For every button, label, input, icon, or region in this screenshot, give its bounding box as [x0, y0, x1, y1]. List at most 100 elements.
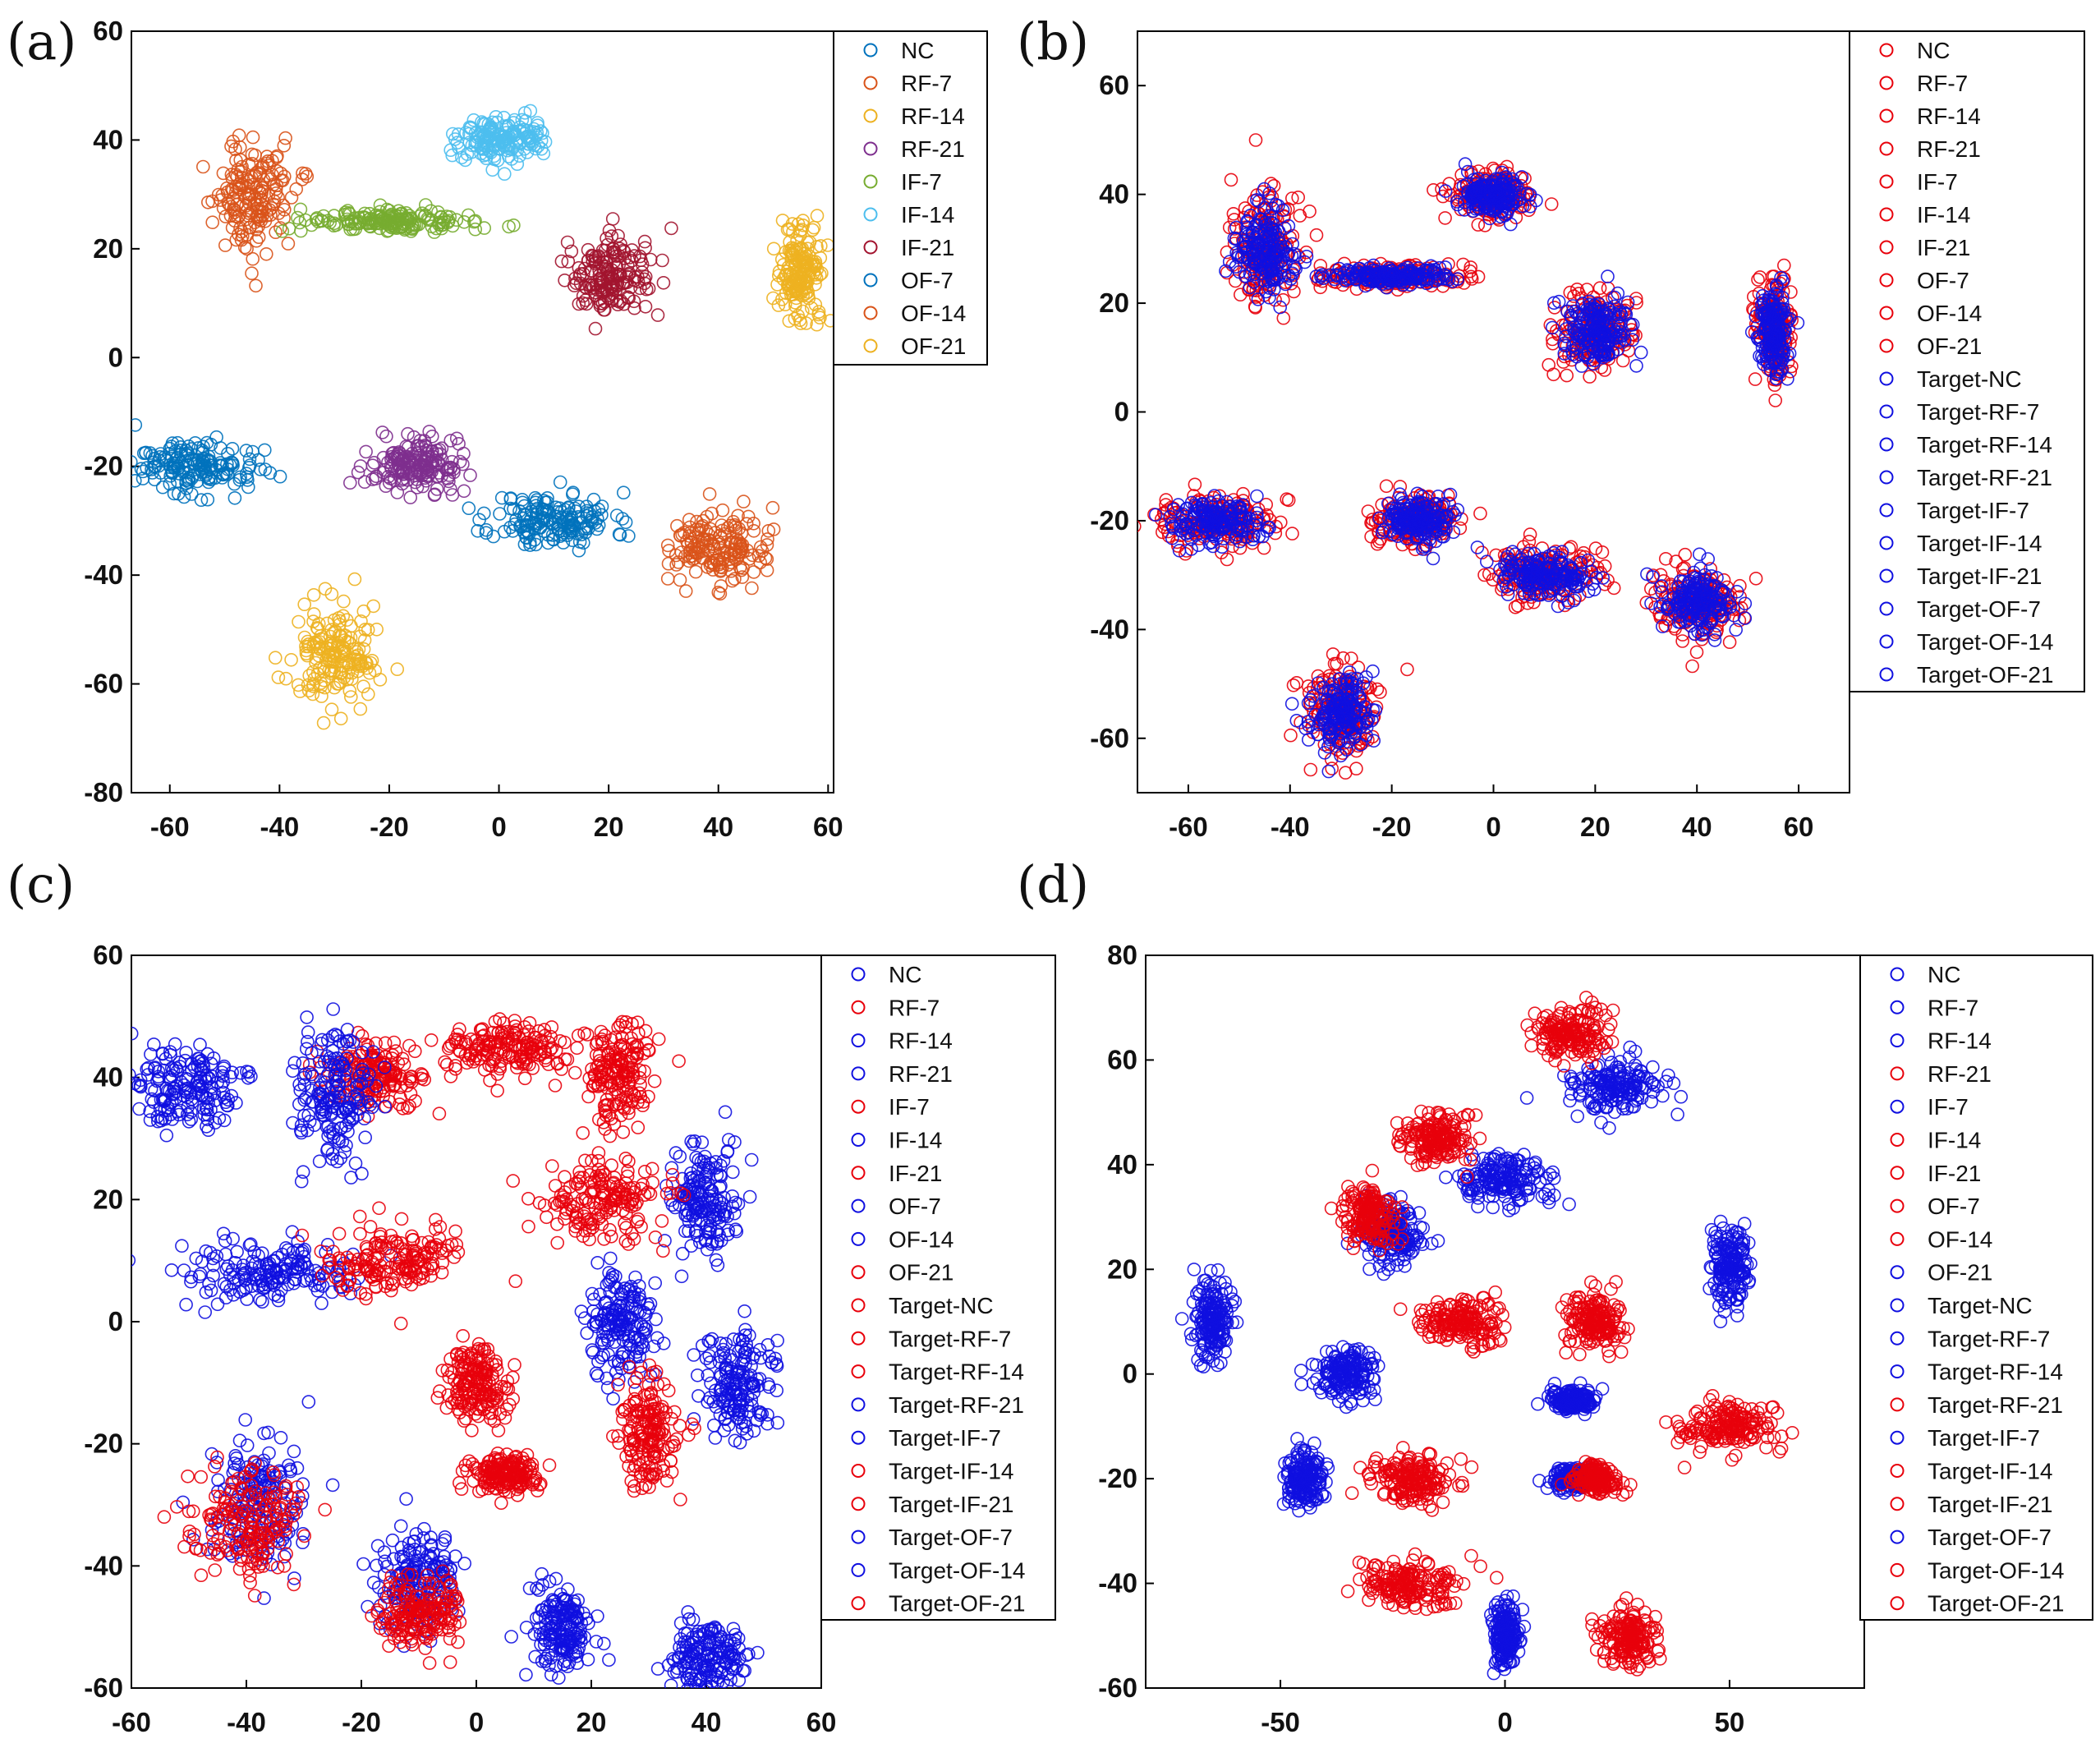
data-point [334, 645, 348, 660]
data-point [1512, 558, 1526, 573]
data-point [1629, 359, 1643, 373]
data-point [1486, 573, 1500, 587]
data-point [273, 469, 287, 484]
plot-area [1137, 30, 1850, 794]
data-point [1625, 333, 1639, 347]
data-point [1477, 568, 1491, 582]
data-point [1592, 281, 1607, 296]
data-point [788, 299, 802, 313]
data-point [1257, 182, 1271, 196]
data-point [1284, 728, 1298, 743]
data-point [1538, 575, 1553, 589]
data-point [609, 293, 624, 308]
data-point [761, 523, 776, 538]
data-point [1349, 273, 1363, 287]
data-point [1707, 627, 1722, 642]
data-point [1566, 347, 1580, 361]
data-point [242, 187, 257, 202]
data-point [378, 462, 393, 477]
data-point [1344, 684, 1358, 699]
data-point [299, 643, 314, 658]
data-point [1468, 182, 1482, 196]
data-point [637, 276, 652, 291]
data-point [760, 563, 774, 577]
data-point [785, 217, 800, 231]
y-tick-label: -20 [84, 451, 123, 481]
data-point [490, 154, 505, 168]
data-point [1330, 735, 1345, 750]
data-point [1606, 581, 1621, 596]
data-point [374, 209, 388, 223]
data-point [1406, 507, 1421, 522]
data-point [476, 506, 491, 521]
x-tick-label: -60 [1169, 812, 1208, 842]
data-point [1184, 531, 1198, 546]
data-point [175, 456, 189, 470]
data-point [1656, 619, 1670, 633]
x-tick-label: 0 [1486, 812, 1500, 842]
data-point [246, 130, 260, 145]
data-point [1171, 498, 1185, 512]
data-point [1588, 541, 1603, 555]
data-point [1572, 287, 1586, 301]
data-point [368, 216, 383, 231]
data-point [512, 504, 526, 518]
data-point [1588, 331, 1602, 346]
data-point [478, 128, 493, 143]
y-tick-label: 40 [93, 124, 123, 154]
data-point [216, 166, 231, 181]
series-target-rf-14 [1284, 664, 1382, 779]
data-point [1508, 600, 1523, 614]
data-point [1251, 292, 1266, 306]
data-point [366, 599, 381, 614]
data-point [136, 446, 151, 461]
data-point [315, 689, 329, 703]
data-point [561, 255, 576, 269]
data-point [458, 153, 472, 168]
data-point [682, 513, 696, 527]
data-point [1542, 357, 1555, 372]
data-point [1262, 186, 1276, 200]
data-point [664, 221, 678, 236]
data-point [1148, 508, 1163, 522]
data-point [316, 715, 331, 730]
data-point [1450, 197, 1465, 212]
data-point [1372, 534, 1386, 549]
data-point [1302, 686, 1317, 700]
data-point [1220, 245, 1234, 260]
data-point [1376, 523, 1391, 537]
data-point [1382, 267, 1396, 282]
data-point [517, 537, 532, 551]
data-point [463, 468, 477, 482]
data-point [538, 135, 553, 149]
data-point [638, 299, 653, 314]
data-point [1252, 529, 1266, 544]
data-point [625, 243, 639, 257]
data-point [1229, 499, 1244, 513]
data-point [1322, 732, 1337, 747]
data-point [1730, 584, 1744, 599]
data-point [595, 499, 609, 513]
data-point [315, 214, 329, 228]
data-point [1443, 487, 1458, 502]
data-point [454, 150, 469, 165]
data-point [1223, 499, 1238, 514]
x-tick-label: 0 [491, 812, 506, 842]
panel-label-d: (d) [1017, 854, 1089, 914]
data-point [517, 106, 532, 120]
data-point [1640, 567, 1654, 582]
data-point [1546, 545, 1560, 560]
data-point [163, 476, 177, 491]
data-point [529, 537, 543, 552]
data-point [745, 581, 759, 596]
data-point [258, 462, 273, 476]
data-point [331, 635, 346, 650]
data-point [333, 711, 348, 726]
data-point [1240, 221, 1254, 235]
data-point [1722, 635, 1737, 650]
data-point [661, 556, 676, 571]
data-point [747, 516, 761, 531]
data-point [613, 527, 627, 542]
